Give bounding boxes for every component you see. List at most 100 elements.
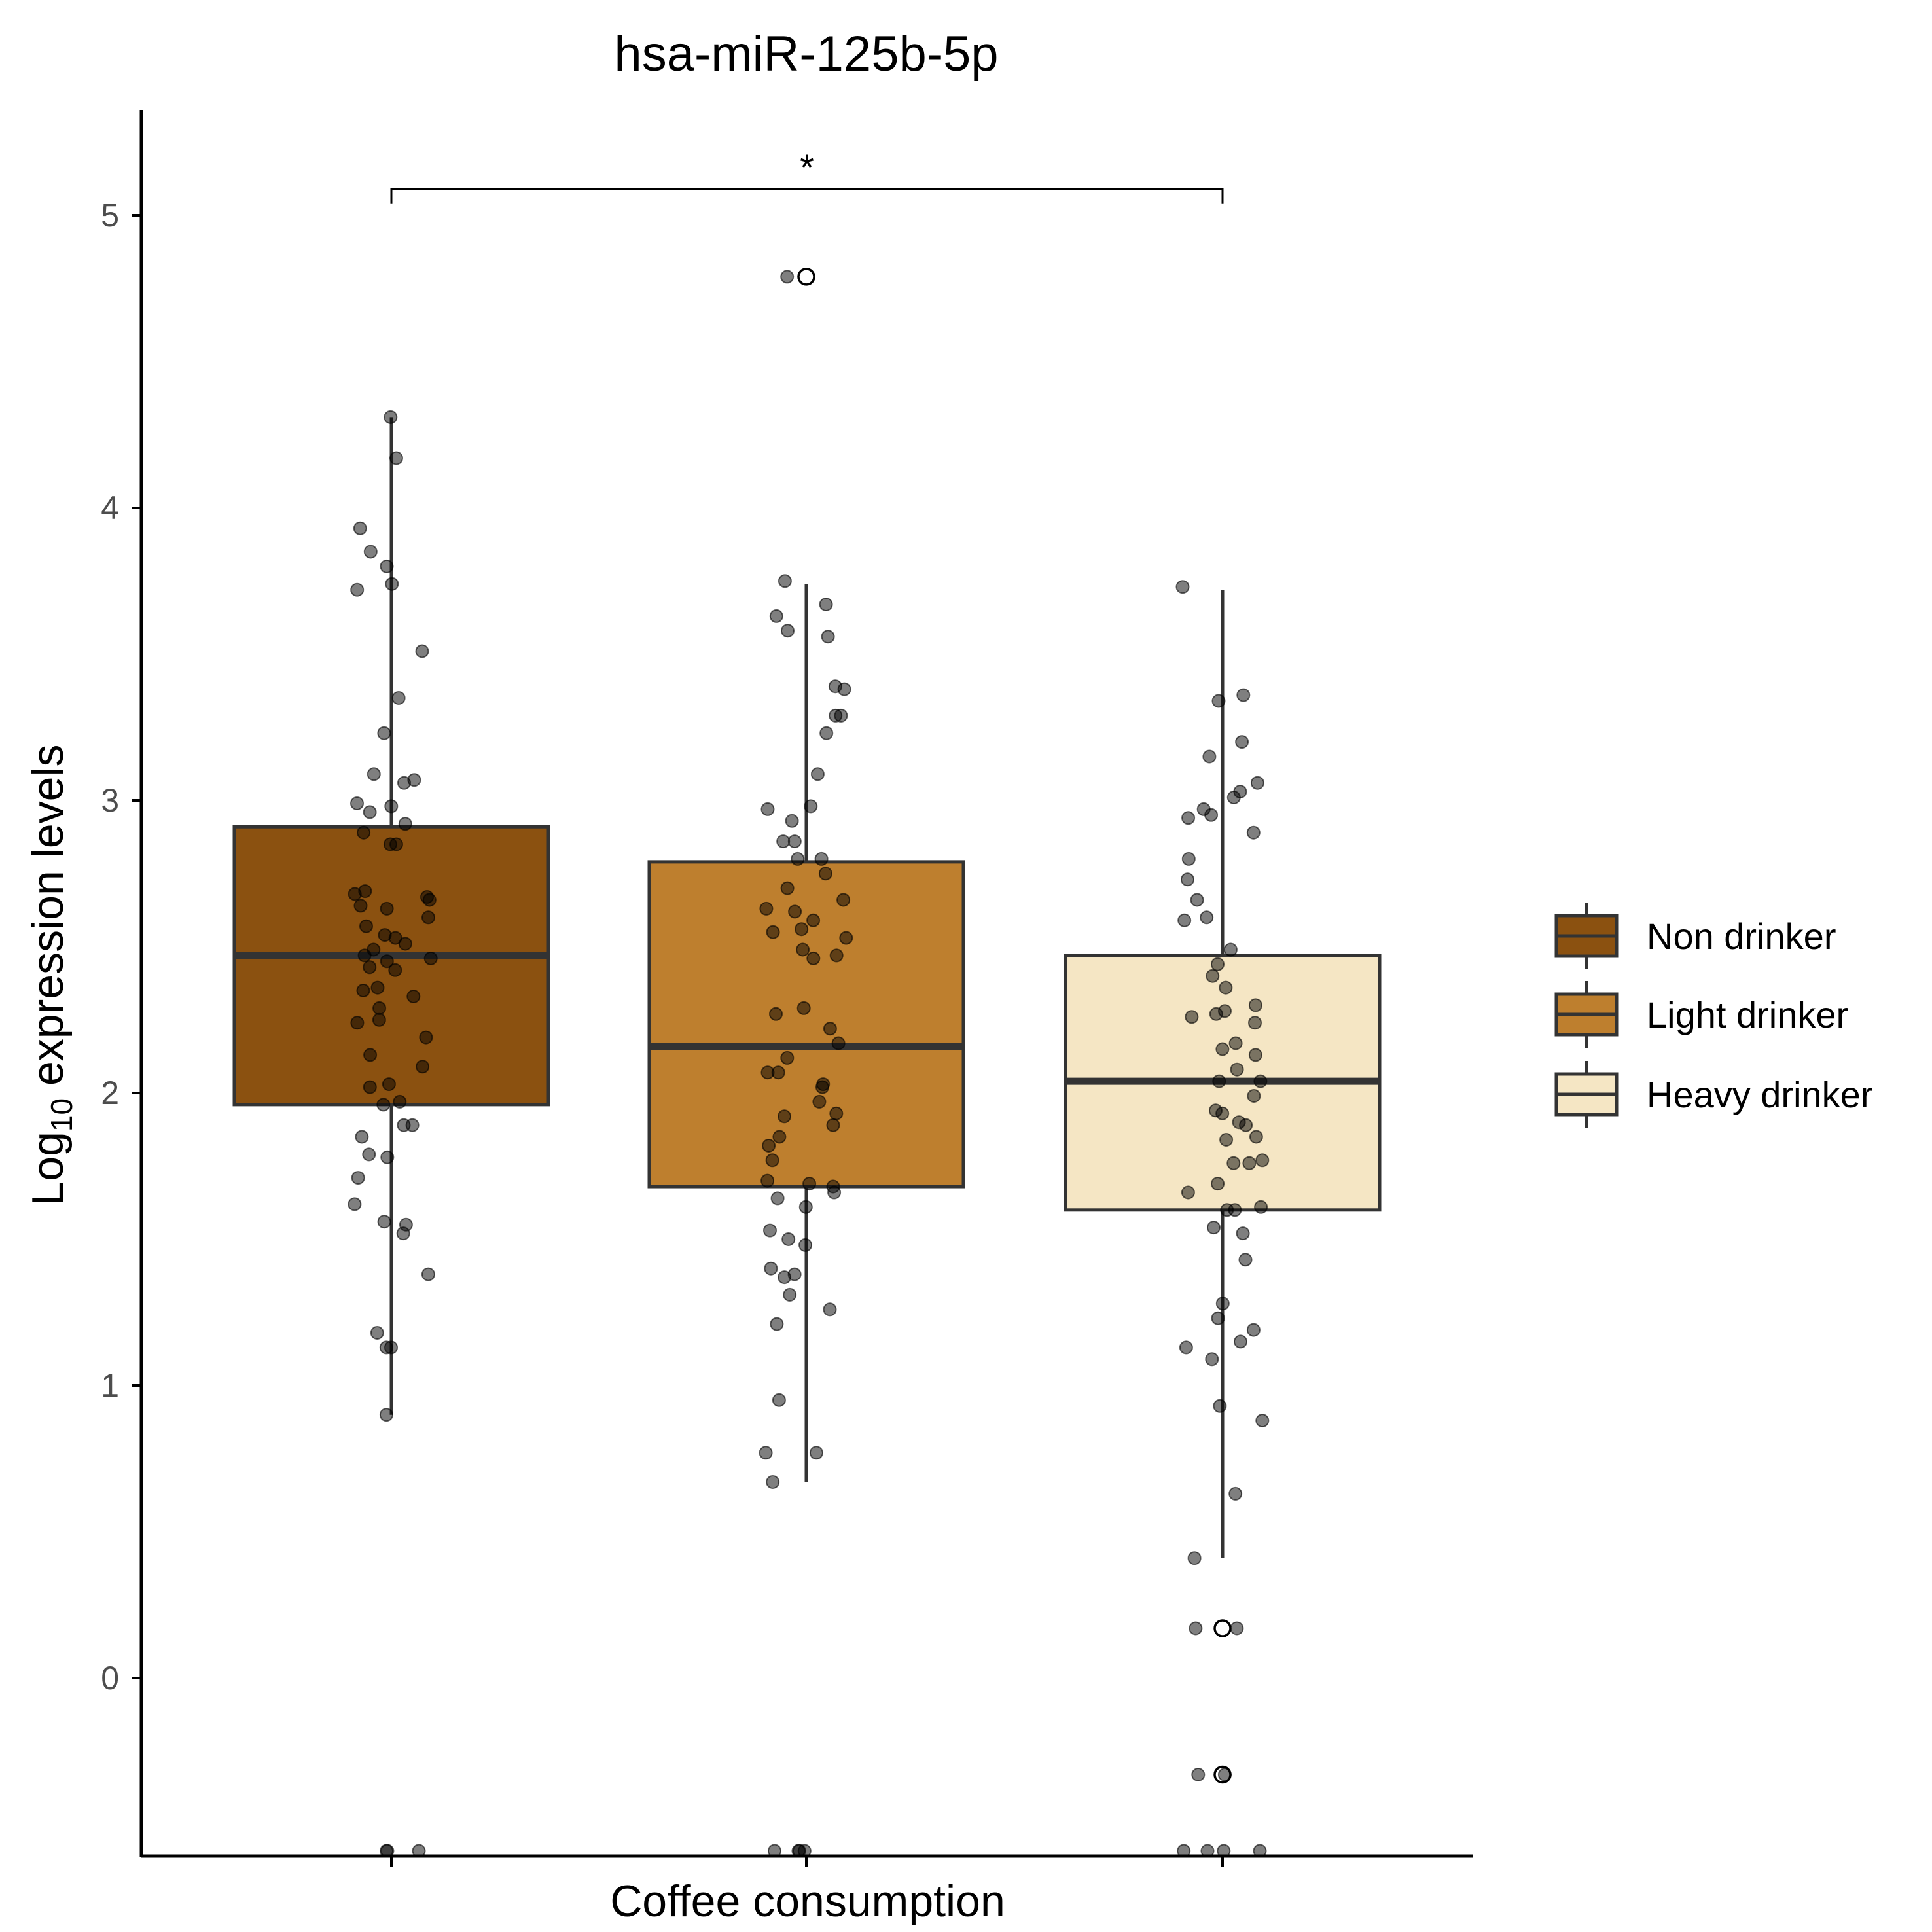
data-point bbox=[1236, 688, 1251, 702]
data-point bbox=[380, 1150, 395, 1164]
legend-item: Light drinker bbox=[1554, 981, 1848, 1048]
y-axis-title-main: Log bbox=[23, 1132, 73, 1206]
data-point bbox=[837, 682, 851, 696]
data-point bbox=[759, 1446, 773, 1460]
data-point bbox=[406, 990, 421, 1003]
data-point bbox=[781, 1232, 796, 1246]
legend-label: Non drinker bbox=[1647, 916, 1836, 957]
x-axis bbox=[141, 1854, 1473, 1867]
data-point bbox=[1234, 1334, 1247, 1349]
data-point bbox=[778, 1270, 792, 1285]
data-point bbox=[356, 984, 370, 997]
outlier-point bbox=[797, 268, 815, 286]
y-tick-label: 5 bbox=[101, 197, 119, 234]
data-point bbox=[1253, 1074, 1268, 1088]
data-point bbox=[1211, 957, 1225, 971]
data-point bbox=[815, 1080, 829, 1094]
data-point bbox=[829, 948, 844, 963]
data-point bbox=[416, 1060, 430, 1074]
data-point bbox=[802, 1177, 817, 1191]
data-point bbox=[1213, 1399, 1227, 1413]
data-point bbox=[1185, 1010, 1199, 1024]
data-point bbox=[771, 1065, 785, 1080]
data-point bbox=[788, 904, 802, 919]
data-point bbox=[363, 545, 378, 559]
data-point bbox=[370, 980, 385, 995]
data-point bbox=[812, 1094, 827, 1109]
data-point bbox=[1190, 893, 1204, 907]
data-point bbox=[1217, 1768, 1232, 1781]
data-point bbox=[348, 1197, 362, 1211]
data-point bbox=[397, 1118, 411, 1132]
data-point bbox=[363, 960, 377, 975]
significance-line bbox=[390, 188, 1224, 204]
data-point bbox=[764, 1261, 778, 1276]
data-point bbox=[766, 1475, 780, 1489]
data-point bbox=[836, 893, 851, 907]
data-point bbox=[787, 834, 802, 849]
data-point bbox=[1215, 1042, 1230, 1056]
data-point bbox=[785, 814, 799, 828]
data-point bbox=[370, 1326, 384, 1340]
data-point bbox=[781, 624, 795, 638]
data-point bbox=[362, 1147, 376, 1162]
data-point bbox=[1254, 1200, 1268, 1214]
data-point bbox=[1230, 1621, 1244, 1636]
data-point bbox=[831, 1036, 846, 1050]
data-point bbox=[783, 1287, 797, 1302]
data-point bbox=[363, 1048, 378, 1062]
data-point bbox=[353, 899, 368, 913]
data-point bbox=[772, 1130, 787, 1144]
data-point bbox=[1189, 1621, 1203, 1636]
data-point bbox=[380, 901, 394, 916]
data-point bbox=[421, 1267, 435, 1281]
data-point bbox=[760, 1173, 775, 1188]
data-point bbox=[762, 1139, 776, 1153]
data-point bbox=[351, 1171, 365, 1185]
chart-title: hsa-miR-125b-5p bbox=[614, 26, 998, 82]
data-point bbox=[823, 1022, 837, 1036]
data-point bbox=[1191, 1768, 1206, 1781]
data-point bbox=[1248, 998, 1262, 1012]
data-point bbox=[765, 1153, 779, 1168]
data-point bbox=[1249, 1130, 1263, 1144]
data-point bbox=[1248, 1048, 1262, 1062]
data-point bbox=[1179, 1340, 1193, 1355]
data-point bbox=[819, 726, 834, 740]
data-point bbox=[376, 1098, 391, 1112]
data-point bbox=[766, 925, 780, 939]
data-point bbox=[798, 1238, 813, 1252]
data-point bbox=[839, 931, 853, 945]
data-point bbox=[769, 1007, 783, 1021]
data-point bbox=[372, 1012, 386, 1027]
y-tick-label: 4 bbox=[101, 490, 119, 526]
data-point bbox=[1187, 1551, 1202, 1565]
data-point bbox=[1250, 776, 1264, 790]
data-point bbox=[772, 1393, 786, 1407]
data-point bbox=[763, 1223, 777, 1238]
data-point bbox=[393, 1094, 407, 1109]
data-point bbox=[1226, 1156, 1241, 1170]
y-tick-label: 0 bbox=[101, 1660, 119, 1696]
significance-label: * bbox=[800, 147, 814, 188]
data-point bbox=[770, 1317, 784, 1331]
data-point bbox=[363, 1080, 377, 1094]
data-point bbox=[759, 901, 774, 916]
data-point bbox=[1202, 749, 1217, 764]
data-point bbox=[350, 796, 364, 810]
outlier-point bbox=[1213, 1619, 1232, 1637]
data-point bbox=[421, 910, 435, 925]
data-point bbox=[829, 1106, 844, 1120]
data-point bbox=[384, 1340, 398, 1355]
data-point bbox=[1212, 1074, 1226, 1088]
data-points bbox=[348, 270, 1270, 1858]
data-point bbox=[415, 644, 429, 658]
data-point bbox=[818, 867, 832, 881]
data-point bbox=[1230, 1062, 1244, 1077]
data-point bbox=[829, 708, 843, 723]
data-point bbox=[359, 919, 373, 933]
data-point bbox=[1181, 811, 1196, 825]
data-point bbox=[776, 834, 791, 849]
data-point bbox=[1239, 1118, 1253, 1132]
data-point bbox=[1181, 872, 1194, 887]
